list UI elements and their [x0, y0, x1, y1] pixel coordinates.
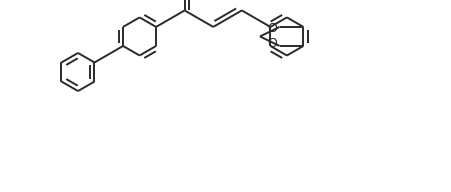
Text: O: O	[267, 37, 277, 50]
Text: O: O	[267, 22, 277, 35]
